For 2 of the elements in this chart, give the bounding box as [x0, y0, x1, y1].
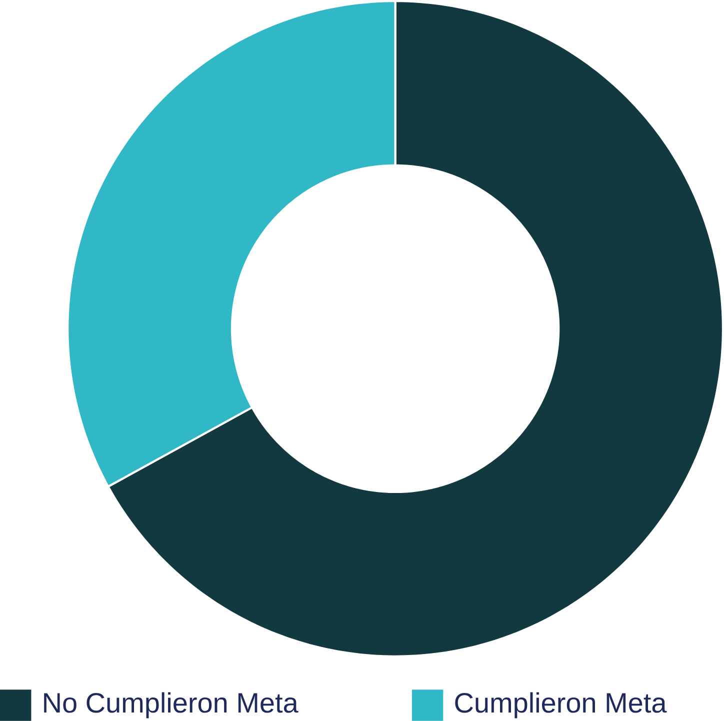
legend-label: No Cumplieron Meta: [44, 692, 298, 718]
legend-label: Cumplieron Meta: [455, 692, 667, 718]
